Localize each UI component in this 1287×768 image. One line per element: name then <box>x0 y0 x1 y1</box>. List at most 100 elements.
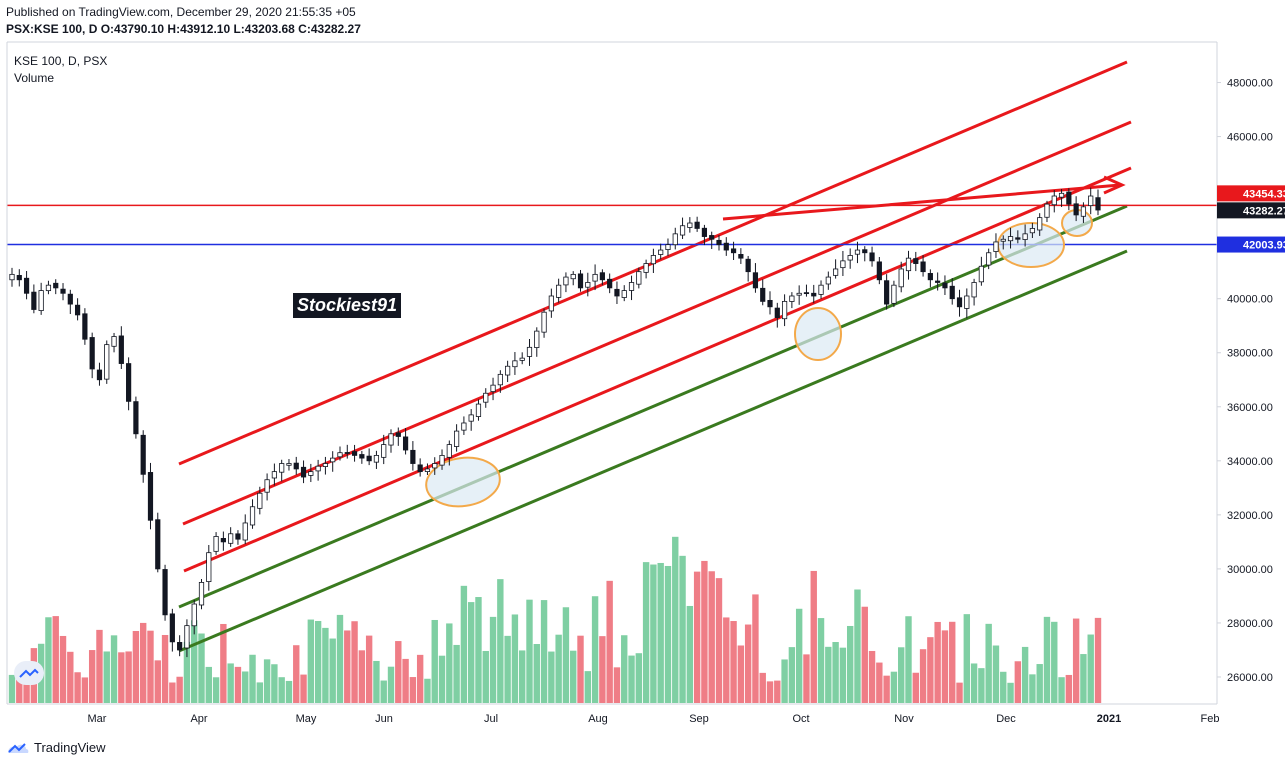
candle-body <box>300 466 307 478</box>
volume-bar <box>220 623 227 703</box>
volume-bar <box>854 589 861 703</box>
volume-bar <box>810 570 817 703</box>
candle-body <box>905 257 912 272</box>
volume-bar <box>431 619 438 703</box>
volume-bar <box>169 682 176 703</box>
candle-body <box>1073 203 1079 216</box>
candle-body <box>206 552 212 583</box>
candle-body <box>395 432 401 437</box>
green-channel-line <box>178 204 1128 609</box>
candle-body <box>242 522 248 541</box>
volume-bar <box>424 678 431 703</box>
candle-body <box>519 357 525 361</box>
volume-bar <box>730 621 737 703</box>
legend-symbol: KSE 100, D, PSX <box>14 54 108 68</box>
volume-bar <box>497 579 504 703</box>
candle-body <box>701 227 708 237</box>
volume-bar <box>985 623 992 703</box>
watermark-box: Stockiest91 <box>293 293 402 318</box>
candle-body <box>118 335 124 364</box>
y-tick-label: 38000.00 <box>1227 348 1273 360</box>
volume-bar <box>1000 671 1007 703</box>
y-tick-label: 30000.00 <box>1227 564 1273 576</box>
candle-body <box>687 222 693 228</box>
volume-bar <box>489 616 497 703</box>
candle-body <box>942 282 948 289</box>
volume-bar <box>147 630 154 703</box>
volume-bar <box>416 654 424 703</box>
volume-bar <box>723 617 730 703</box>
candle-body <box>811 292 817 297</box>
volume-bar <box>919 649 927 703</box>
candle-body <box>709 235 715 240</box>
candle-body <box>373 455 380 463</box>
volume-bar <box>351 621 358 703</box>
candle-body <box>978 265 984 283</box>
candle-body <box>89 337 95 370</box>
candle-body <box>483 392 489 403</box>
candle-body <box>760 287 766 302</box>
x-tick-label: Aug <box>588 713 608 725</box>
volume-bar <box>861 606 868 703</box>
volume-bar <box>788 647 796 703</box>
candle-body <box>628 282 635 291</box>
footer-brand[interactable]: TradingView <box>6 740 106 755</box>
volume-bar <box>88 650 96 703</box>
volume-bar <box>1007 682 1014 703</box>
volume-bar <box>577 635 584 703</box>
candle-body <box>257 492 263 509</box>
volume-bar <box>693 571 701 703</box>
candle-body <box>548 295 554 312</box>
volume-bar <box>511 614 519 703</box>
price-label-text: 43282.27 <box>1243 205 1287 217</box>
volume-bar <box>183 641 191 703</box>
candle-body <box>534 330 540 348</box>
volume-bar <box>191 620 198 703</box>
volume-bar <box>846 625 854 703</box>
volume-bar <box>963 614 971 703</box>
candle-body <box>577 273 584 289</box>
volume-bar <box>409 677 417 703</box>
candle-body <box>1080 206 1087 217</box>
x-tick-label: Feb <box>1201 713 1220 725</box>
y-tick-label: 26000.00 <box>1227 672 1273 684</box>
candle-body <box>1007 236 1014 242</box>
candle-body <box>825 276 831 285</box>
volume-bar <box>438 655 446 703</box>
candle-body <box>505 365 511 376</box>
candle-body <box>279 463 285 473</box>
volume-bar <box>970 663 978 703</box>
volume-bar <box>766 681 774 703</box>
candle-body <box>512 360 518 368</box>
candle-body <box>417 464 423 473</box>
x-tick-label: Mar <box>88 713 107 725</box>
candle-body <box>679 225 686 236</box>
volume-bar <box>759 672 766 703</box>
volume-bar <box>271 664 278 703</box>
candle-body <box>286 463 292 466</box>
chart-legend: KSE 100, D, PSX Volume <box>14 53 107 87</box>
candle-body <box>803 292 810 295</box>
price-label-text: 42003.93 <box>1243 240 1287 252</box>
candle-body <box>1088 195 1094 207</box>
tradingview-logo-badge[interactable] <box>14 661 44 685</box>
candle-body <box>650 255 656 265</box>
candle-body <box>818 284 824 295</box>
red-arrow-head <box>1103 175 1126 195</box>
candle-body <box>67 293 73 305</box>
tradingview-icon <box>8 742 29 753</box>
volume-bar <box>657 562 664 703</box>
candle-body <box>490 384 496 392</box>
candle-body <box>1000 238 1006 242</box>
candle-body <box>359 454 365 459</box>
volume-bar <box>198 633 205 703</box>
volume-bar <box>475 597 482 703</box>
volume-bar <box>482 650 489 703</box>
volume-bar <box>256 682 264 703</box>
price-label-box <box>1217 202 1285 219</box>
volume-bar <box>125 651 132 703</box>
volume-bar <box>139 622 147 703</box>
volume-bar <box>715 578 723 703</box>
candle-body <box>862 249 868 254</box>
